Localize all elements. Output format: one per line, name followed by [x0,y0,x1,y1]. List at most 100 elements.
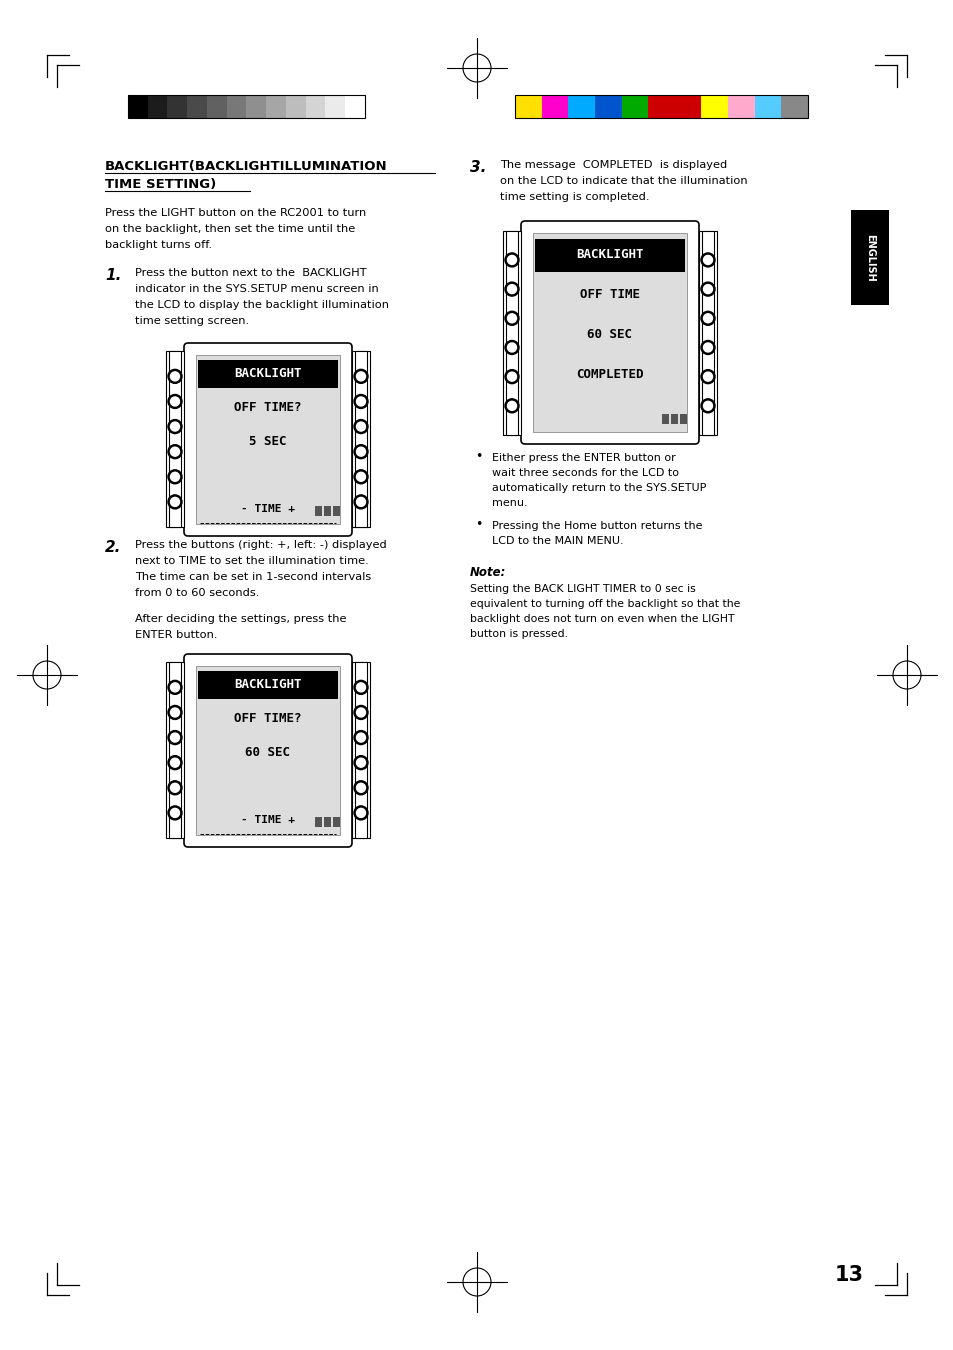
Bar [674,95,700,117]
Bar [198,360,337,387]
Text: BACKLIGHT(BACKLIGHTILLUMINATION: BACKLIGHT(BACKLIGHTILLUMINATION [105,161,387,173]
Text: on the LCD to indicate that the illumination: on the LCD to indicate that the illumina… [499,176,747,186]
Bar [195,355,339,524]
Circle shape [168,680,182,694]
Text: ENGLISH: ENGLISH [864,234,874,281]
Circle shape [507,401,516,410]
Circle shape [700,312,714,325]
Text: automatically return to the SYS.SETUP: automatically return to the SYS.SETUP [492,483,705,493]
Text: Press the LIGHT button on the RC2001 to turn: Press the LIGHT button on the RC2001 to … [105,208,366,217]
Circle shape [507,343,516,352]
Circle shape [507,285,516,293]
Text: OFF TIME: OFF TIME [579,288,639,301]
Bar [324,506,331,516]
Circle shape [171,497,179,506]
Bar [166,351,184,526]
Circle shape [171,683,179,691]
Circle shape [702,255,712,265]
Circle shape [700,252,714,267]
Circle shape [700,340,714,355]
Text: 13: 13 [834,1265,862,1285]
Text: Press the button next to the  BACKLIGHT: Press the button next to the BACKLIGHT [135,269,366,278]
Circle shape [504,312,518,325]
Text: Note:: Note: [470,566,506,579]
Bar [699,231,717,435]
Circle shape [356,707,365,717]
Bar [679,414,686,424]
Circle shape [356,371,365,381]
Text: OFF TIME?: OFF TIME? [234,401,301,414]
Text: Setting the BACK LIGHT TIMER to 0 sec is: Setting the BACK LIGHT TIMER to 0 sec is [470,585,695,594]
Bar [333,817,339,828]
Circle shape [354,470,368,483]
Circle shape [171,733,179,743]
Circle shape [354,394,368,409]
Text: OFF TIME?: OFF TIME? [234,711,301,725]
Circle shape [354,756,368,770]
Circle shape [354,444,368,459]
Text: 60 SEC: 60 SEC [245,745,291,759]
Text: - TIME +: - TIME + [241,504,294,514]
Circle shape [354,806,368,819]
Text: on the backlight, then set the time until the: on the backlight, then set the time unti… [105,224,355,234]
Text: 60 SEC: 60 SEC [587,328,632,342]
Bar [227,95,246,117]
Bar [207,95,227,117]
Circle shape [168,806,182,819]
Bar [700,95,727,117]
Circle shape [504,252,518,267]
Bar [324,817,331,828]
Text: The message  COMPLETED  is displayed: The message COMPLETED is displayed [499,161,726,170]
Circle shape [504,398,518,413]
Text: the LCD to display the backlight illumination: the LCD to display the backlight illumin… [135,300,389,310]
Bar [754,95,781,117]
Bar [345,95,365,117]
Bar [246,95,266,117]
FancyBboxPatch shape [520,221,699,444]
Circle shape [700,398,714,413]
Circle shape [171,371,179,381]
Text: backlight does not turn on even when the LIGHT: backlight does not turn on even when the… [470,614,734,624]
Circle shape [168,495,182,509]
Bar [286,95,305,117]
Circle shape [356,397,365,406]
Circle shape [168,706,182,720]
Bar [187,95,207,117]
Bar [195,666,339,836]
Bar [535,239,684,271]
Bar [333,506,339,516]
Bar [502,231,520,435]
Circle shape [168,420,182,433]
Circle shape [702,313,712,323]
Circle shape [356,497,365,506]
Circle shape [504,282,518,296]
Bar [647,95,674,117]
Bar [168,95,187,117]
Bar [266,95,286,117]
Circle shape [356,447,365,456]
Bar [505,231,517,435]
Bar [169,351,181,526]
Text: •: • [475,450,482,463]
Text: backlight turns off.: backlight turns off. [105,240,212,250]
Text: 3.: 3. [470,161,486,176]
Circle shape [702,285,712,293]
Bar [568,95,595,117]
Circle shape [354,370,368,383]
Text: BACKLIGHT: BACKLIGHT [576,248,643,262]
Text: COMPLETED: COMPLETED [576,367,643,381]
Circle shape [356,472,365,482]
Circle shape [171,397,179,406]
Circle shape [171,447,179,456]
Text: The time can be set in 1-second intervals: The time can be set in 1-second interval… [135,572,371,582]
Text: 5 SEC: 5 SEC [249,435,287,448]
Circle shape [700,282,714,296]
Bar [128,95,148,117]
Circle shape [171,759,179,767]
Circle shape [168,730,182,745]
FancyBboxPatch shape [184,653,352,846]
Bar [661,414,668,424]
Text: time setting screen.: time setting screen. [135,316,249,325]
Circle shape [168,780,182,795]
Circle shape [168,394,182,409]
